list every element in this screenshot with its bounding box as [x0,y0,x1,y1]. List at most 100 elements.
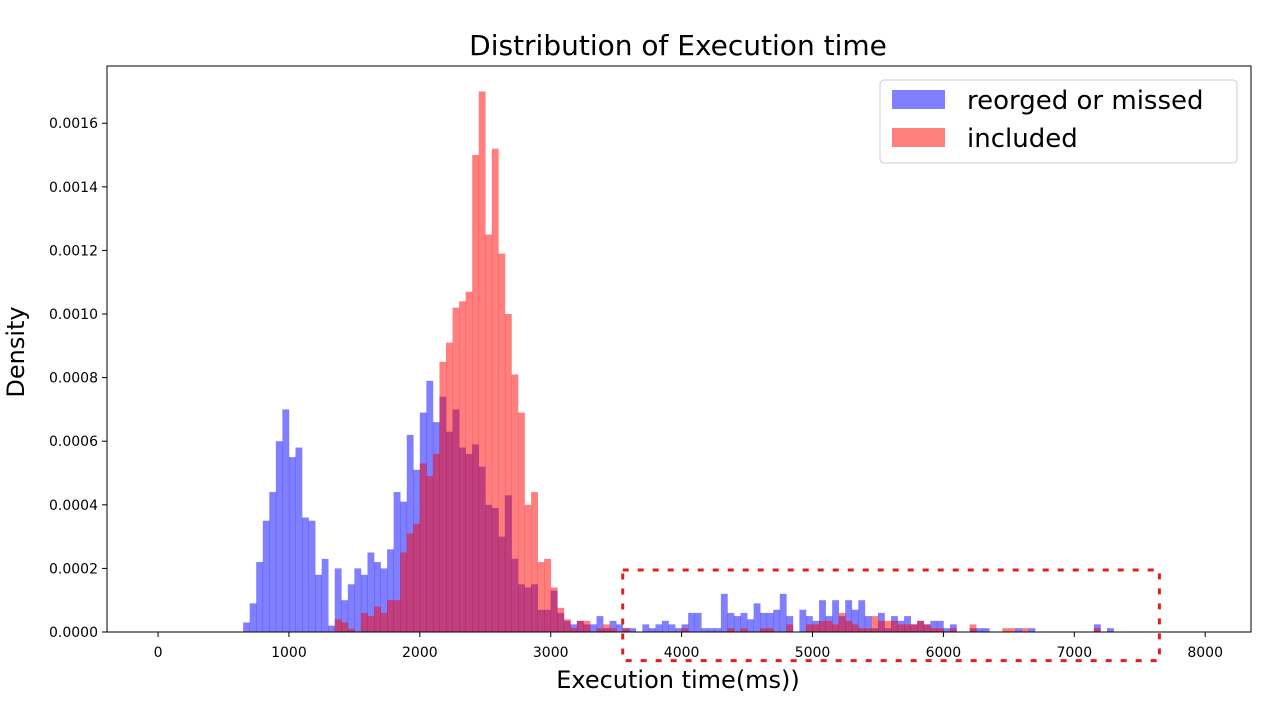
legend: reorged or missed included [879,79,1238,164]
bar-reorged [249,603,257,632]
bar-reorged [393,492,401,632]
x-tick-label: 3000 [533,645,569,661]
bar-included [786,624,794,632]
bar-reorged [858,600,866,632]
bar-included [1002,628,1010,632]
bar-included [347,628,355,632]
bar-included [917,620,925,632]
bar-included [452,307,460,632]
bar-reorged [1028,628,1036,632]
bar-included [491,148,499,632]
y-tick-label: 0.0010 [49,307,98,323]
bar-reorged [727,612,735,632]
bar-reorged [360,574,368,632]
bar-reorged [832,600,839,632]
x-tick-label: 2000 [402,645,438,661]
bar-reorged [819,600,826,632]
bar-included [910,624,918,632]
bar-included [1021,628,1029,632]
bar-reorged [760,612,767,632]
bar-included [819,620,826,632]
bar-included [511,374,519,632]
bar-reorged [655,624,663,632]
bar-reorged [347,584,355,632]
bar-reorged [688,612,696,632]
bar-included [537,562,545,632]
bar-reorged [321,558,329,632]
bar-included [871,616,879,632]
bar-reorged [936,620,944,632]
bar-reorged [288,457,296,632]
bar-included [459,301,466,632]
bar-reorged [740,612,748,632]
bar-reorged [648,628,656,632]
bar-included [380,612,388,632]
bar-reorged [747,619,754,632]
plot-frame [106,65,1252,633]
bar-reorged [668,624,676,632]
bar-included [387,600,394,632]
bar-reorged [675,628,682,632]
bar-included [904,624,911,632]
bar-included [334,619,342,632]
bar-reorged [315,574,322,632]
bar-reorged [845,600,853,632]
bar-included [812,624,820,632]
bar-reorged [302,517,309,632]
x-tick-label: 0 [154,645,163,661]
x-tick-label: 8000 [1187,645,1223,661]
bar-reorged [243,622,250,632]
x-tick-label: 5000 [795,645,831,661]
bar-included [426,476,434,632]
bar-included [400,552,408,632]
bar-reorged [733,616,741,632]
legend-frame [879,79,1238,164]
y-tick-label: 0.0014 [49,180,98,196]
bar-included [419,463,427,632]
bar-included [524,504,532,632]
bar-included [478,91,486,632]
y-tick-label: 0.0002 [49,561,98,577]
bar-reorged [720,593,728,632]
bar-included [864,628,872,632]
chart-title: Distribution of Execution time [469,29,887,62]
bar-reorged [616,624,624,632]
bar-reorged [982,628,990,632]
bar-reorged [799,609,807,632]
bars-group [243,91,1114,633]
bar-reorged [805,616,813,632]
bar-reorged [262,520,270,632]
bar-reorged [256,562,264,632]
legend-swatch-reorged [892,90,945,109]
bar-included [367,616,375,632]
bar-reorged [707,628,715,632]
bar-included [877,620,885,632]
y-tick-label: 0.0006 [49,434,98,450]
bar-included [498,253,506,632]
bar-included [1093,628,1101,632]
bar-included [727,628,735,632]
legend-label-included: included [967,124,1078,154]
bar-included [609,628,617,632]
bar-included [518,412,525,632]
bar-included [897,624,905,632]
bar-reorged [1015,628,1023,632]
bar-included [432,453,440,632]
bar-reorged [380,568,388,632]
bar-reorged [609,620,617,632]
bar-reorged [661,620,669,632]
bar-reorged [779,593,787,632]
bar-included [930,628,938,632]
axes-group: 0 1000 2000 3000 4000 5000 6000 7000 8000 0.0000 0… [49,65,1252,661]
legend-swatch-included [892,128,945,147]
bar-reorged [387,549,394,632]
bar-reorged [642,624,650,632]
bar-included [805,624,813,632]
bar-included [485,234,493,633]
bar-included [374,606,381,632]
bar-included [413,523,421,632]
bar-reorged [786,616,794,632]
bar-included [681,628,689,632]
bar-reorged [374,562,381,632]
